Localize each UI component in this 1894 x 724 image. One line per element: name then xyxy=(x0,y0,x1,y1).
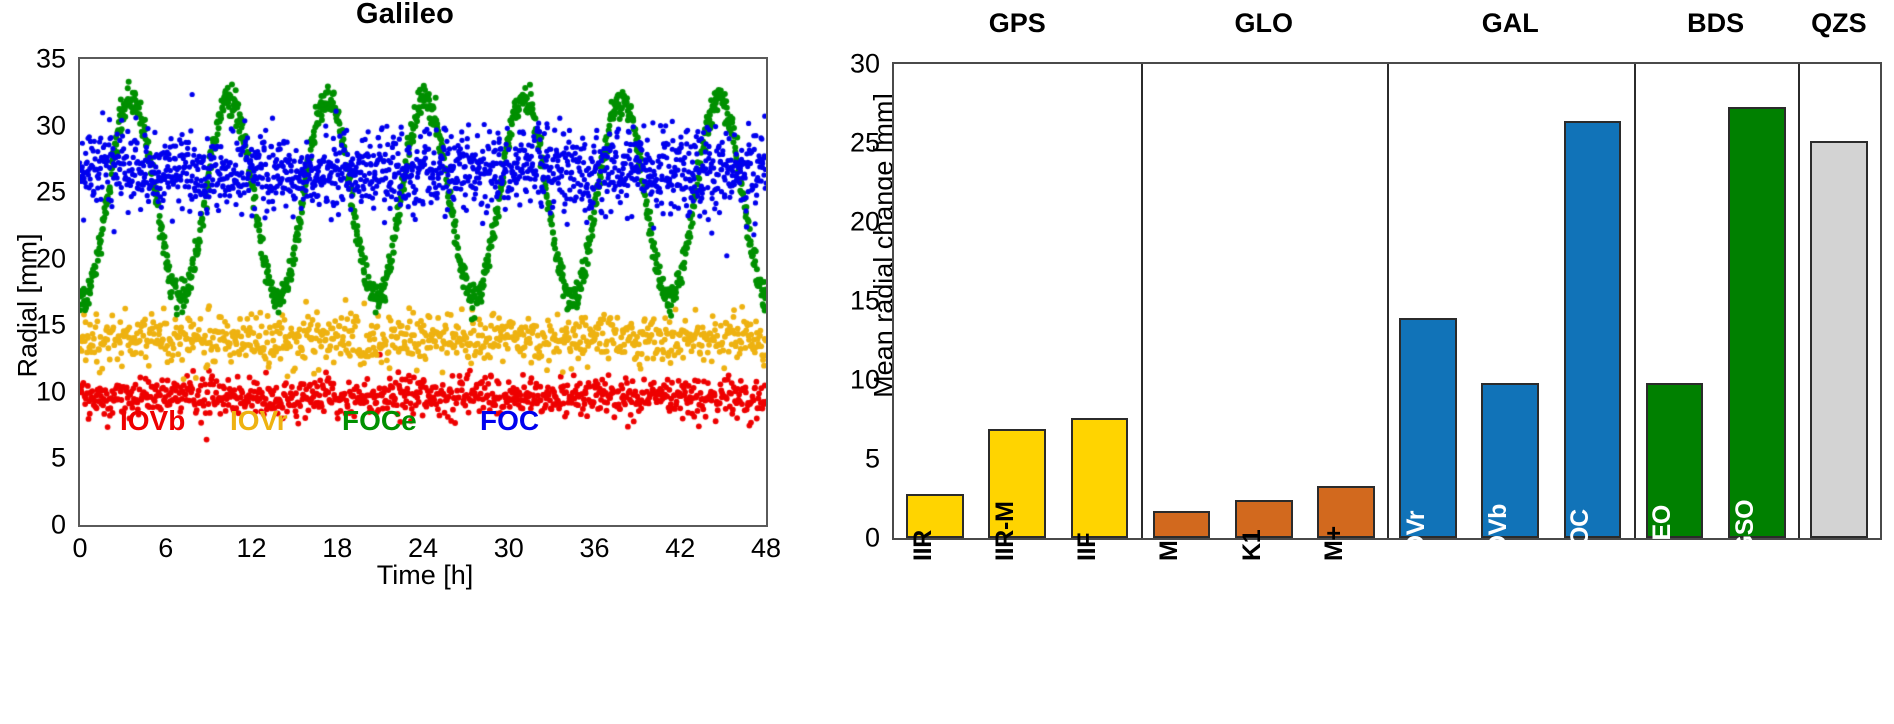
bar-y-tick-label: 0 xyxy=(864,522,880,553)
bar-m[interactable] xyxy=(1152,511,1211,538)
scatter-y-tick-label: 20 xyxy=(35,243,66,274)
scatter-panel: Galileo Radial [mm] Time [h] 0 5 10 15 20 25 3… xyxy=(0,0,810,724)
bar-group-separator xyxy=(1140,64,1143,538)
bar-label-k1: K1 xyxy=(1237,529,1266,561)
bar-group-separator xyxy=(1797,64,1800,538)
scatter-y-tick-label: 5 xyxy=(50,442,66,473)
bar-igso[interactable] xyxy=(1727,106,1786,538)
scatter-y-tick-label: 0 xyxy=(50,509,66,540)
scatter-x-tick-label: 36 xyxy=(579,533,610,563)
bar-label-iir-m: IIR-M xyxy=(991,501,1020,561)
bar-label-iif: IIF xyxy=(1073,532,1102,561)
bar-label-iovr: IOVr xyxy=(1401,510,1430,561)
scatter-y-tick-label: 15 xyxy=(35,309,66,340)
bar-y-tick-label: 20 xyxy=(849,206,880,237)
scatter-legend-item-foce: FOCe xyxy=(342,405,417,436)
bar-label-m-: M+ xyxy=(1319,526,1348,561)
scatter-x-tick-label: 6 xyxy=(158,533,174,563)
bar-y-tick-label: 5 xyxy=(864,443,880,474)
bar-label-foc: FOC xyxy=(1566,509,1595,561)
bar-iir-m[interactable] xyxy=(988,428,1046,538)
scatter-x-tick-label: 0 xyxy=(72,533,88,563)
bar-label-iovb: IOVb xyxy=(1484,503,1513,561)
scatter-y-tick-label: 30 xyxy=(35,110,66,141)
scatter-points-canvas xyxy=(80,59,766,525)
scatter-x-axis-label: Time [h] xyxy=(376,560,474,590)
bar-group-header-gal: GAL xyxy=(1481,8,1539,38)
bar-foc[interactable] xyxy=(1563,120,1622,538)
bar-group-header-qzs: QZS xyxy=(1811,8,1867,38)
scatter-y-tick-label: 10 xyxy=(35,376,66,407)
bar-plot-area: IIR IIR-M IIF M K1 M+ IOVr IOVb FOC MEO IGSO xyxy=(892,62,1882,561)
scatter-x-tick-label: 24 xyxy=(407,533,439,563)
bar-label-m: M xyxy=(1155,540,1184,561)
bar-iovr[interactable] xyxy=(1399,318,1457,538)
scatter-legend-item-iovb: IOVb xyxy=(120,405,186,436)
bar-y-tick-label: 25 xyxy=(849,127,880,158)
scatter-x-tick-label: 30 xyxy=(493,533,524,563)
scatter-x-tick-label: 18 xyxy=(322,533,353,563)
scatter-x-tick-label: 48 xyxy=(750,533,782,563)
scatter-legend-item-iovr: IOVr xyxy=(230,405,288,436)
bar-label-meo: MEO xyxy=(1648,504,1677,561)
bar-m-[interactable] xyxy=(1317,485,1375,538)
bar-k1[interactable] xyxy=(1234,500,1293,538)
bar-group-header-bds: BDS xyxy=(1687,8,1745,38)
bar-group-separator xyxy=(1633,64,1636,538)
bar-group-separator xyxy=(1387,64,1389,538)
scatter-legend-item-foc: FOC xyxy=(480,405,540,436)
scatter-y-tick-label: 35 xyxy=(35,43,66,74)
bar-iir[interactable] xyxy=(906,493,964,538)
bar-iif[interactable] xyxy=(1070,417,1129,538)
bar-iovb[interactable] xyxy=(1481,383,1539,538)
bar-label-igso: IGSO xyxy=(1730,499,1759,561)
bar-qzs[interactable] xyxy=(1810,141,1868,538)
bar-group-header-glo: GLO xyxy=(1234,8,1294,38)
bar-meo[interactable] xyxy=(1645,383,1704,538)
bar-y-tick-label: 15 xyxy=(849,285,880,316)
scatter-x-tick-label: 42 xyxy=(665,533,696,563)
bar-y-tick-label: 10 xyxy=(849,364,880,395)
bar-group-header-gps: GPS xyxy=(988,8,1046,38)
scatter-plot-area: IOVb IOVr FOCe FOC xyxy=(78,57,768,527)
bar-y-tick-label: 30 xyxy=(849,48,880,79)
scatter-x-tick-label: 12 xyxy=(236,533,267,563)
bar-panel: Mean radial change [mm] 0 5 10 15 20 25 30 GPS… xyxy=(830,0,1894,724)
bar-label-iir: IIR xyxy=(908,529,937,561)
scatter-title: Galileo xyxy=(355,0,455,30)
scatter-y-tick-label: 25 xyxy=(35,176,66,207)
